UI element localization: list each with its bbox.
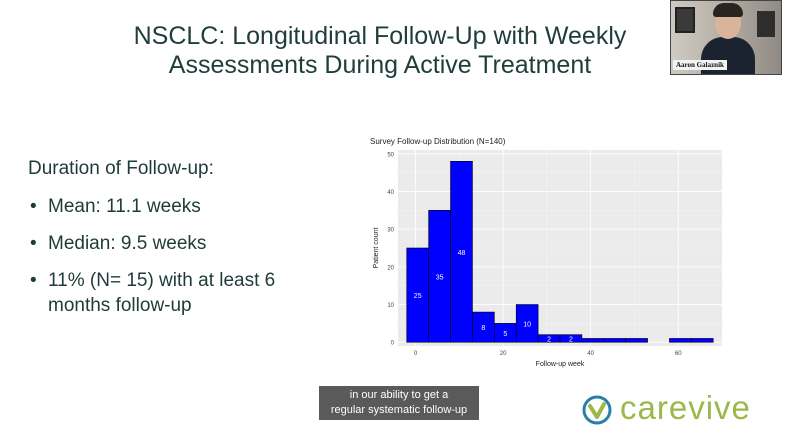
speaker-hair — [713, 3, 743, 17]
speaker-video-tile[interactable]: Aaron Galaznik — [670, 0, 782, 75]
wall-frame-left — [675, 7, 695, 33]
histogram-bar — [515, 304, 539, 343]
chart-title: Survey Follow-up Distribution (N=140) — [370, 137, 506, 146]
bar-value-label: 48 — [458, 250, 466, 257]
y-tick-label: 40 — [387, 190, 394, 196]
carevive-logo: carevive — [582, 389, 782, 429]
x-axis-label: Follow-up week — [536, 361, 585, 368]
live-caption: in our ability to get a regular systemat… — [319, 386, 479, 420]
histogram-bar — [625, 338, 648, 343]
bullet-six-months: 11% (N= 15) with at least 6 months follo… — [28, 268, 338, 318]
y-tick-label: 0 — [391, 341, 395, 347]
slide-title-line2: Assessments During Active Treatment — [168, 51, 592, 79]
caption-line1: in our ability to get a — [349, 389, 449, 401]
bar-value-label: 8 — [481, 325, 485, 332]
y-tick-label: 10 — [387, 303, 394, 309]
bullet-mean: Mean: 11.1 weeks — [28, 194, 338, 219]
bar-value-label: 2 — [569, 336, 573, 343]
bar-value-label: 5 — [503, 331, 507, 338]
bar-value-label: 2 — [547, 336, 551, 343]
bullet-median: Median: 9.5 weeks — [28, 231, 338, 256]
follow-up-summary: Duration of Follow-up: Mean: 11.1 weeks … — [28, 158, 338, 330]
y-tick-label: 30 — [387, 228, 394, 234]
slide-title: NSCLC: Longitudinal Follow-Up with Weekl… — [100, 22, 660, 80]
wall-frame-right — [757, 11, 775, 37]
histogram-svg: Survey Follow-up Distribution (N=140)253… — [370, 137, 722, 368]
y-axis-label: Patient count — [373, 228, 380, 269]
y-tick-label: 50 — [387, 152, 394, 158]
bar-value-label: 25 — [414, 293, 422, 300]
x-tick-label: 40 — [587, 351, 594, 357]
summary-heading: Duration of Follow-up: — [28, 158, 214, 179]
bar-value-label: 35 — [436, 274, 444, 281]
histogram-bar — [581, 338, 605, 343]
carevive-logo-wordmark: carevive — [620, 389, 751, 426]
x-tick-label: 20 — [500, 351, 507, 357]
slide-title-line1: NSCLC: Longitudinal Follow-Up with Weekl… — [133, 22, 627, 50]
histogram-bar — [450, 161, 473, 343]
histogram-bar — [603, 338, 626, 343]
participant-name-label: Aaron Galaznik — [673, 60, 727, 70]
histogram-bar — [691, 338, 714, 343]
caption-line2: regular systematic follow-up — [330, 404, 468, 416]
carevive-logo-mark-icon — [582, 395, 612, 425]
y-tick-label: 20 — [387, 265, 394, 271]
x-tick-label: 60 — [675, 351, 682, 357]
summary-bullet-list: Mean: 11.1 weeks Median: 9.5 weeks 11% (… — [28, 194, 338, 318]
x-tick-label: 0 — [414, 351, 418, 357]
bar-value-label: 10 — [523, 321, 531, 328]
histogram-bar — [669, 338, 692, 343]
histogram-chart: Survey Follow-up Distribution (N=140) 25 3… — [366, 134, 726, 374]
